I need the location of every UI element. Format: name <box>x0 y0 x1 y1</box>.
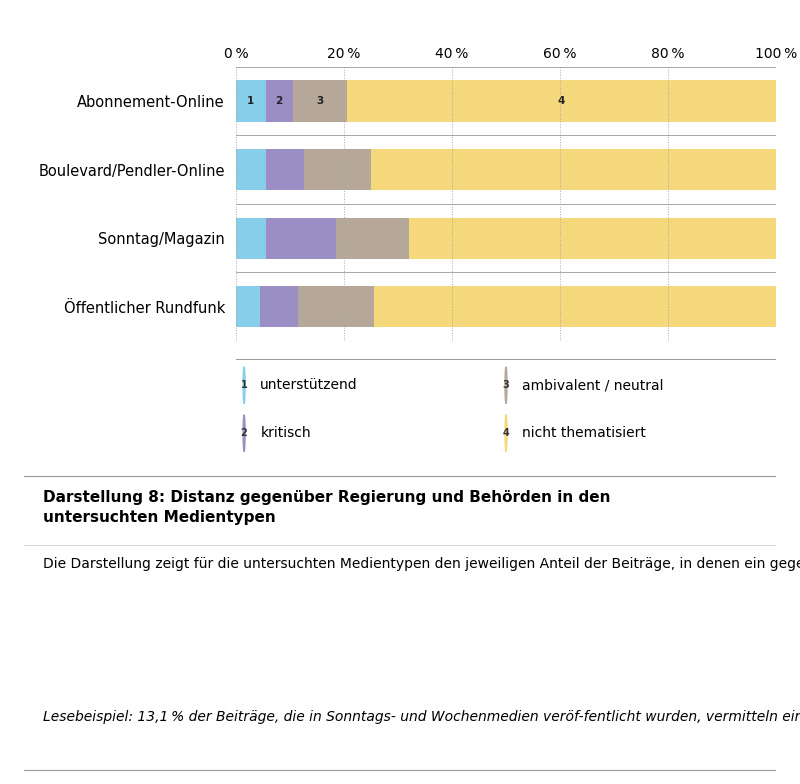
Text: 1: 1 <box>241 380 247 390</box>
Text: 2: 2 <box>275 96 283 106</box>
Bar <box>346 81 776 122</box>
Circle shape <box>243 415 245 452</box>
Bar <box>337 218 410 259</box>
Bar <box>371 149 776 191</box>
Bar <box>298 286 374 328</box>
Bar <box>260 286 298 328</box>
Text: Die Darstellung zeigt für die untersuchten Medientypen den jeweiligen Anteil der: Die Darstellung zeigt für die untersucht… <box>43 557 800 571</box>
Bar <box>303 149 371 191</box>
Bar <box>266 218 337 259</box>
Text: 1: 1 <box>247 96 254 106</box>
Bar <box>293 81 346 122</box>
Bar <box>236 286 260 328</box>
Bar <box>236 149 266 191</box>
Circle shape <box>505 415 507 452</box>
Text: nicht thematisiert: nicht thematisiert <box>522 426 646 440</box>
Text: Lesebeispiel: 13,1 % der Beiträge, die in Sonntags- und Wochenmedien veröf-fentl: Lesebeispiel: 13,1 % der Beiträge, die i… <box>43 710 800 724</box>
Bar <box>266 149 303 191</box>
Text: unterstützend: unterstützend <box>260 378 358 392</box>
Circle shape <box>505 367 507 404</box>
Circle shape <box>243 367 245 404</box>
Text: 3: 3 <box>316 96 323 106</box>
Text: 3: 3 <box>502 380 510 390</box>
Text: 4: 4 <box>558 96 565 106</box>
Bar <box>374 286 776 328</box>
Text: kritisch: kritisch <box>260 426 311 440</box>
Bar <box>410 218 776 259</box>
Text: Darstellung 8: Distanz gegenüber Regierung und Behörden in den
untersuchten Medi: Darstellung 8: Distanz gegenüber Regieru… <box>43 490 610 524</box>
Bar <box>266 81 293 122</box>
Text: 4: 4 <box>502 428 510 438</box>
Bar <box>236 81 266 122</box>
Text: 2: 2 <box>241 428 247 438</box>
Text: ambivalent / neutral: ambivalent / neutral <box>522 378 664 392</box>
Bar <box>236 218 266 259</box>
